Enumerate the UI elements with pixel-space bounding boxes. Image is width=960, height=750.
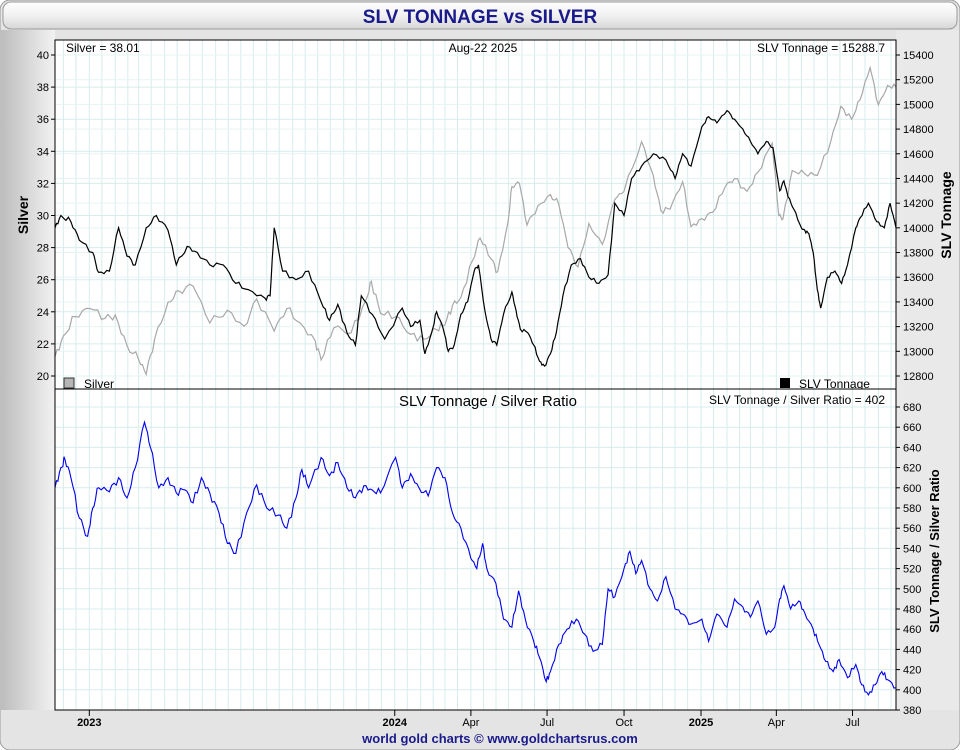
tonnage-tick-label: 14600 [903, 149, 934, 161]
ratio-series-line [54, 420, 897, 697]
footer-credit: world gold charts © www.goldchartsrus.co… [361, 731, 638, 746]
x-tick-label: 2024 [383, 717, 408, 729]
tonnage-tick-label: 14400 [903, 173, 934, 185]
x-tick-label: Jul [540, 717, 554, 729]
x-tick-label: 2023 [77, 717, 101, 729]
date-label: Aug-22 2025 [449, 41, 518, 55]
ratio-tick-label: 600 [903, 483, 921, 495]
silver-tick-label: 24 [37, 307, 49, 319]
ratio-tick-label: 460 [903, 624, 921, 636]
tonnage-legend-swatch [780, 378, 790, 388]
silver-tick-label: 40 [37, 50, 49, 62]
bottom-grid [55, 389, 896, 711]
ratio-tick-label: 420 [903, 665, 921, 677]
tonnage-tick-label: 13200 [903, 322, 934, 334]
ratio-tick-label: 480 [903, 604, 921, 616]
silver-tick-label: 28 [37, 243, 49, 255]
tonnage-tick-label: 13400 [903, 297, 934, 309]
silver-legend-label: Silver [84, 377, 114, 391]
tonnage-tick-label: 15000 [903, 99, 934, 111]
ratio-tick-label: 440 [903, 644, 921, 656]
x-tick-label: Apr [462, 717, 479, 729]
tonnage-tick-label: 14800 [903, 124, 934, 136]
x-axis-ticks: 2023 2024 Apr Jul Oct 2025 Apr Jul [77, 710, 860, 729]
silver-tick-label: 20 [37, 371, 49, 383]
tonnage-legend-label: SLV Tonnage [799, 377, 870, 391]
ratio-tick-label: 520 [903, 564, 921, 576]
tonnage-readout: SLV Tonnage = 15288.7 [757, 41, 885, 55]
ratio-tick-label: 660 [903, 422, 921, 434]
bottom-plot-border [54, 388, 897, 711]
right-margin [896, 30, 959, 710]
left-margin [1, 30, 55, 710]
x-tick-label: Apr [768, 717, 785, 729]
tonnage-axis-ticks: 12800 13000 13200 13400 13600 13800 14000 14200… [896, 50, 934, 383]
bottom-plot-area [55, 389, 896, 710]
tonnage-tick-label: 14000 [903, 223, 934, 235]
x-tick-label: 2025 [689, 717, 713, 729]
x-tick-label: Oct [615, 717, 632, 729]
tonnage-tick-label: 13000 [903, 346, 934, 358]
ratio-tick-label: 400 [903, 685, 921, 697]
tonnage-axis-title: SLV Tonnage [938, 171, 954, 259]
silver-axis-ticks: 20 22 24 26 28 30 32 34 36 38 40 [37, 50, 55, 383]
ratio-tick-label: 560 [903, 523, 921, 535]
ratio-panel-title: SLV Tonnage / Silver Ratio [399, 393, 577, 410]
top-grid [55, 40, 896, 389]
ratio-tick-label: 540 [903, 543, 921, 555]
ratio-tick-label: 680 [903, 402, 921, 414]
silver-tick-label: 34 [37, 146, 49, 158]
silver-tick-label: 38 [37, 82, 49, 94]
top-plot-area [55, 40, 896, 389]
ratio-tick-label: 580 [903, 503, 921, 515]
ratio-tick-label: 640 [903, 442, 921, 454]
title-bar [2, 1, 958, 30]
ratio-tick-label: 500 [903, 584, 921, 596]
x-tick-label: Jul [845, 717, 859, 729]
tonnage-tick-label: 15400 [903, 50, 934, 62]
tonnage-tick-label: 12800 [903, 371, 934, 383]
ratio-axis-title: SLV Tonnage / Silver Ratio [927, 469, 942, 633]
tonnage-tick-label: 13800 [903, 248, 934, 260]
tonnage-tick-label: 15200 [903, 75, 934, 87]
tonnage-tick-label: 13600 [903, 272, 934, 284]
tonnage-tick-label: 14200 [903, 198, 934, 210]
silver-legend-swatch [63, 377, 75, 389]
ratio-axis-ticks: 380 400 420 440 460 480 500 520 540 560 580 600 620 6… [896, 402, 921, 717]
ratio-readout: SLV Tonnage / Silver Ratio = 402 [709, 393, 885, 407]
ratio-tick-label: 380 [903, 705, 921, 717]
silver-axis-title: Silver [15, 195, 31, 234]
silver-tick-label: 22 [37, 339, 49, 351]
silver-tick-label: 32 [37, 178, 49, 190]
silver-tick-label: 26 [37, 275, 49, 287]
silver-series-line [54, 65, 897, 377]
ratio-tick-label: 620 [903, 463, 921, 475]
silver-readout: Silver = 38.01 [66, 41, 140, 55]
silver-tick-label: 30 [37, 211, 49, 223]
chart-title: SLV TONNAGE vs SILVER [363, 7, 598, 28]
silver-tick-label: 36 [37, 114, 49, 126]
tonnage-series-line [54, 109, 897, 367]
